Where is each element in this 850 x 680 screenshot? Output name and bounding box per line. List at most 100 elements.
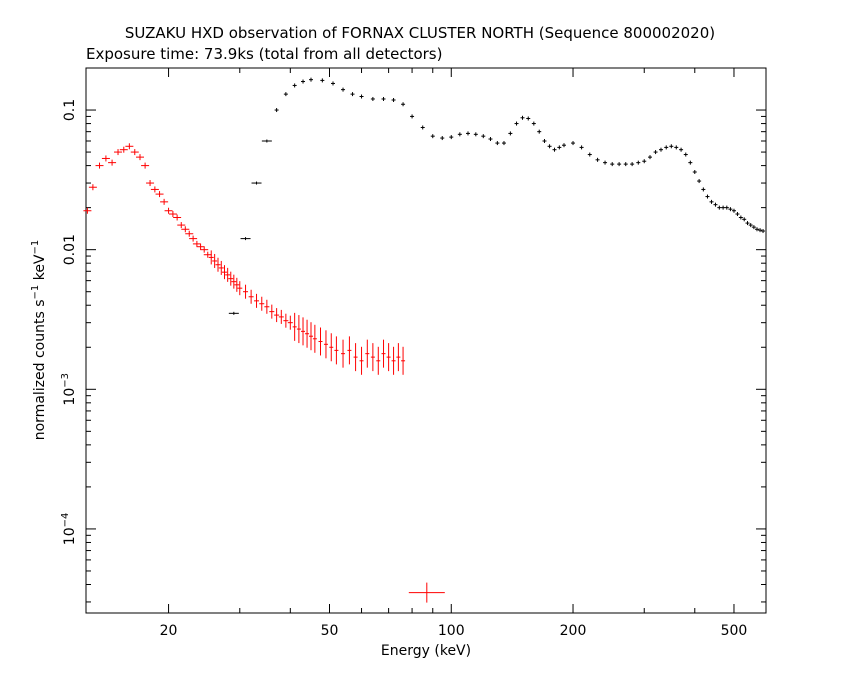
data-point — [228, 271, 234, 286]
plot-frame — [85, 67, 767, 614]
data-point — [269, 304, 275, 319]
data-point — [508, 131, 513, 136]
data-point — [552, 147, 557, 152]
data-point — [274, 108, 279, 113]
data-point — [430, 134, 435, 139]
data-point — [237, 281, 243, 296]
data-point — [119, 146, 128, 153]
data-point — [537, 129, 542, 134]
data-point — [296, 315, 301, 344]
data-point — [283, 92, 288, 97]
data-point — [735, 212, 740, 217]
data-point — [401, 102, 406, 107]
data-point — [376, 346, 381, 375]
chart-subtitle: Exposure time: 73.9ks (total from all de… — [86, 45, 442, 63]
data-point — [520, 115, 525, 120]
data-point — [228, 311, 239, 315]
data-point — [381, 339, 386, 368]
data-point — [330, 81, 335, 86]
data-point — [713, 202, 718, 207]
data-point — [231, 274, 237, 289]
data-point — [758, 228, 763, 233]
data-point — [595, 157, 600, 162]
data-point — [396, 343, 401, 372]
data-point — [141, 162, 150, 169]
data-point — [754, 227, 759, 232]
data-point — [370, 343, 375, 372]
data-point — [531, 121, 536, 126]
data-point — [386, 343, 391, 372]
data-point — [261, 139, 272, 143]
y-tick-label: 10−4 — [60, 513, 78, 546]
data-point — [748, 223, 753, 228]
data-point — [218, 260, 224, 275]
data-point — [481, 134, 486, 139]
data-point — [683, 152, 688, 157]
data-point — [679, 147, 684, 152]
data-point — [208, 250, 214, 265]
data-point — [658, 147, 663, 152]
data-point — [728, 207, 733, 212]
data-point — [636, 160, 641, 165]
data-point — [359, 94, 364, 99]
data-point — [221, 265, 227, 280]
data-point — [155, 191, 164, 198]
data-point — [401, 346, 406, 375]
data-point — [168, 211, 177, 218]
data-point — [365, 339, 370, 368]
data-point — [745, 221, 750, 226]
data-point — [751, 225, 756, 230]
data-point — [83, 207, 92, 214]
data-point — [381, 96, 386, 101]
data-point — [164, 207, 173, 214]
data-point — [264, 299, 270, 314]
y-tick-label: 0.1 — [62, 99, 78, 121]
data-point — [95, 162, 104, 169]
data-point — [623, 162, 628, 167]
data-point — [305, 319, 310, 348]
data-point — [617, 162, 622, 167]
data-point — [292, 312, 297, 341]
data-point — [370, 96, 375, 101]
data-point — [526, 116, 531, 121]
data-point — [341, 87, 346, 92]
data-point — [359, 346, 364, 375]
data-point — [674, 145, 679, 150]
data-point — [292, 83, 297, 88]
data-point — [579, 145, 584, 150]
data-point — [721, 205, 726, 210]
data-point — [495, 141, 500, 146]
data-point — [391, 97, 396, 102]
data-point — [709, 199, 714, 204]
data-point — [501, 141, 506, 146]
data-point — [309, 77, 314, 82]
series-0 — [83, 143, 445, 603]
data-point — [318, 327, 323, 356]
data-point — [88, 184, 97, 191]
data-point — [557, 145, 562, 150]
data-point — [125, 143, 134, 150]
data-point — [692, 169, 697, 174]
data-point — [181, 226, 190, 233]
y-tick-label-exp: −3 — [60, 373, 71, 388]
data-point — [301, 317, 306, 346]
data-point — [240, 237, 251, 241]
data-point — [196, 243, 205, 250]
data-point — [283, 313, 289, 328]
data-point — [234, 277, 240, 292]
x-tick-label: 200 — [560, 623, 587, 639]
data-point — [731, 208, 736, 213]
data-point — [669, 144, 674, 149]
data-point — [192, 240, 201, 247]
data-point — [334, 336, 339, 365]
data-point — [738, 215, 743, 220]
data-point — [610, 162, 615, 167]
data-point — [648, 155, 653, 160]
y-tick-label: 10−3 — [60, 373, 78, 406]
data-point — [705, 194, 710, 199]
data-point — [688, 160, 693, 165]
y-axis-label-sup2: −1 — [30, 240, 41, 255]
data-point — [136, 154, 145, 161]
data-point — [189, 235, 198, 242]
x-tick-label: 50 — [321, 623, 339, 639]
